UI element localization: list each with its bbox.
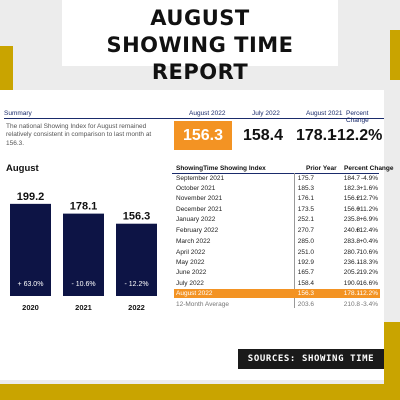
gold-accent-bar (0, 46, 13, 90)
summary-value-aug2021: 178.1 (295, 127, 337, 144)
title-box: AUGUST SHOWING TIME REPORT (62, 0, 338, 84)
bar-2022 (116, 223, 157, 296)
summary-value-aug2022: 156.3 (174, 121, 232, 150)
gold-accent-bar (384, 322, 400, 390)
bar-2020 (10, 203, 51, 296)
table-row: June 2022 165.7 205.2 -19.2% (176, 269, 378, 276)
table-row-highlighted: August 2022 156.3 178.1 -12.2% (174, 289, 380, 298)
sources-bar: SOURCES: SHOWING TIME (238, 349, 384, 369)
bar-change-label: - 10.6% (71, 281, 95, 288)
table-header-index: ShowingTime Showing Index (176, 165, 266, 172)
title-line-1: AUGUST (150, 6, 250, 30)
bar-value-label: 199.2 (17, 191, 45, 203)
table-row-average: 12-Month Average 203.6 210.8 -3.4% (176, 301, 378, 308)
table-row: October 2021 185.3 182.3 +1.6% (176, 185, 378, 192)
table-row: January 2022 252.1 235.8 +6.9% (176, 216, 378, 223)
bar-value-label: 178.1 (70, 201, 98, 213)
table-row: March 2022 285.0 283.8 +0.4% (176, 238, 378, 245)
bar-change-label: + 63.0% (18, 281, 44, 288)
bar-chart-svg: 199.2 + 63.0% 2020 178.1 - 10.6% 2021 156.3 - 1… (10, 191, 157, 312)
title-line-2: SHOWING TIME REPORT (106, 33, 294, 84)
x-tick-label: 2022 (128, 303, 145, 312)
summary-value-jul2022: 158.4 (242, 127, 284, 144)
table-row: February 2022 270.7 240.8 +12.4% (176, 227, 378, 234)
summary-col-aug2021: August 2021 (306, 110, 343, 117)
chart-title: August (6, 163, 39, 174)
x-tick-label: 2020 (22, 303, 39, 312)
table-header-rule (172, 173, 379, 174)
table-row: May 2022 192.9 236.1 -18.3% (176, 259, 378, 266)
summary-value-change: -12.2% (331, 127, 383, 144)
table-header-change: Percent Change (344, 165, 394, 172)
bar-change-label: - 12.2% (124, 281, 148, 288)
summary-col-jul2022: July 2022 (252, 110, 280, 117)
summary-description: The national Showing Index for August re… (6, 123, 152, 147)
bar-2021 (63, 213, 104, 296)
x-tick-label: 2021 (75, 303, 92, 312)
table-header-prior: Prior Year (306, 165, 337, 172)
bar-value-label: 156.3 (123, 211, 151, 223)
summary-col-aug2022: August 2022 (189, 110, 226, 117)
summary-col-change: Percent Change (346, 110, 369, 124)
gold-accent-bar (0, 384, 400, 400)
table-row: December 2021 173.5 156.0 +11.2% (176, 206, 378, 213)
gold-accent-bar (390, 30, 400, 80)
bar-chart: 199.2 + 63.0% 2020 178.1 - 10.6% 2021 156.3 - 1… (0, 190, 170, 320)
table-row: November 2021 176.1 156.2 +12.7% (176, 195, 378, 202)
table-row: September 2021 175.7 184.7 -4.9% (176, 175, 378, 182)
table-row: April 2022 251.0 280.7 -10.6% (176, 249, 378, 256)
summary-label: Summary (4, 110, 32, 117)
table-column-divider (294, 173, 295, 308)
summary-header-row: Summary August 2022 July 2022 August 202… (4, 109, 384, 124)
table-row: July 2022 158.4 190.0 -16.6% (176, 280, 378, 287)
